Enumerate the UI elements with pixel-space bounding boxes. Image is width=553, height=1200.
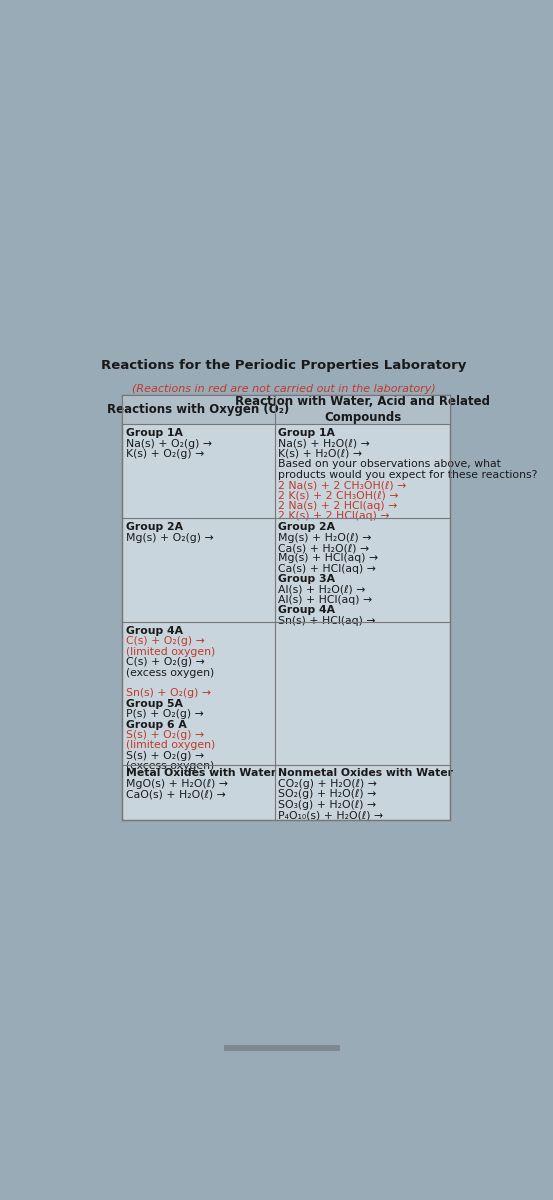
Bar (224, 1045, 341, 1051)
Bar (122, 395, 275, 425)
Text: 2 Na(s) + 2 CH₃OH(ℓ) →: 2 Na(s) + 2 CH₃OH(ℓ) → (279, 480, 407, 490)
Text: Group 4A: Group 4A (126, 626, 182, 636)
Text: K(s) + H₂O(ℓ) →: K(s) + H₂O(ℓ) → (279, 449, 363, 458)
Text: C(s) + O₂(g) →: C(s) + O₂(g) → (126, 636, 205, 647)
Text: Reactions with Oxygen (O₂): Reactions with Oxygen (O₂) (107, 403, 289, 416)
Text: Ca(s) + HCl(aq) →: Ca(s) + HCl(aq) → (279, 564, 377, 574)
Text: CO₂(g) + H₂O(ℓ) →: CO₂(g) + H₂O(ℓ) → (279, 779, 377, 788)
Text: Mg(s) + H₂O(ℓ) →: Mg(s) + H₂O(ℓ) → (279, 533, 372, 542)
Text: Mg(s) + O₂(g) →: Mg(s) + O₂(g) → (126, 533, 213, 542)
Text: (limited oxygen): (limited oxygen) (126, 740, 215, 750)
Text: 2 Na(s) + 2 HCl(aq) →: 2 Na(s) + 2 HCl(aq) → (279, 500, 398, 511)
Text: P₄O₁₀(s) + H₂O(ℓ) →: P₄O₁₀(s) + H₂O(ℓ) → (279, 810, 384, 820)
Text: Mg(s) + HCl(aq) →: Mg(s) + HCl(aq) → (279, 553, 379, 564)
Text: Reactions for the Periodic Properties Laboratory: Reactions for the Periodic Properties La… (101, 359, 466, 372)
Text: Group 2A: Group 2A (126, 522, 182, 533)
Text: Group 4A: Group 4A (279, 606, 336, 616)
Text: Na(s) + H₂O(ℓ) →: Na(s) + H₂O(ℓ) → (279, 438, 371, 449)
Text: Na(s) + O₂(g) →: Na(s) + O₂(g) → (126, 438, 212, 449)
Text: Group 2A: Group 2A (279, 522, 336, 533)
Text: SO₂(g) + H₂O(ℓ) →: SO₂(g) + H₂O(ℓ) → (279, 790, 377, 799)
Bar (275, 395, 451, 425)
Text: Reaction with Water, Acid and Related
Compounds: Reaction with Water, Acid and Related Co… (235, 395, 490, 424)
Text: Based on your observations above, what: Based on your observations above, what (279, 460, 502, 469)
Text: Group 1A: Group 1A (126, 428, 182, 438)
Text: (excess oxygen): (excess oxygen) (126, 761, 214, 772)
Text: S(s) + O₂(g) →: S(s) + O₂(g) → (126, 751, 204, 761)
Text: Sn(s) + HCl(aq) →: Sn(s) + HCl(aq) → (279, 616, 376, 625)
Text: products would you expect for these reactions?: products would you expect for these reac… (279, 469, 538, 480)
Text: Metal Oxides with Water: Metal Oxides with Water (126, 768, 276, 779)
Text: Group 3A: Group 3A (279, 575, 336, 584)
Text: Group 5A: Group 5A (126, 698, 182, 709)
Bar (122, 395, 451, 820)
Text: K(s) + O₂(g) →: K(s) + O₂(g) → (126, 449, 204, 458)
Text: 2 K(s) + 2 HCl(aq) →: 2 K(s) + 2 HCl(aq) → (279, 511, 390, 521)
Text: Al(s) + HCl(aq) →: Al(s) + HCl(aq) → (279, 595, 373, 605)
Text: Nonmetal Oxides with Water: Nonmetal Oxides with Water (279, 768, 453, 779)
Text: (excess oxygen): (excess oxygen) (126, 667, 214, 678)
Text: Sn(s) + O₂(g) →: Sn(s) + O₂(g) → (126, 689, 211, 698)
Text: Ca(s) + H₂O(ℓ) →: Ca(s) + H₂O(ℓ) → (279, 544, 369, 553)
Text: (limited oxygen): (limited oxygen) (126, 647, 215, 656)
Text: (Reactions in red are not carried out in the laboratory): (Reactions in red are not carried out in… (132, 384, 435, 395)
Text: 2 K(s) + 2 CH₃OH(ℓ) →: 2 K(s) + 2 CH₃OH(ℓ) → (279, 491, 399, 500)
Text: S(s) + O₂(g) →: S(s) + O₂(g) → (126, 730, 204, 740)
Text: CaO(s) + H₂O(ℓ) →: CaO(s) + H₂O(ℓ) → (126, 790, 226, 799)
Text: P(s) + O₂(g) →: P(s) + O₂(g) → (126, 709, 204, 719)
Text: Al(s) + H₂O(ℓ) →: Al(s) + H₂O(ℓ) → (279, 584, 366, 595)
Text: SO₃(g) + H₂O(ℓ) →: SO₃(g) + H₂O(ℓ) → (279, 799, 377, 810)
Text: Group 1A: Group 1A (279, 428, 335, 438)
Text: Group 6 A: Group 6 A (126, 720, 186, 730)
Text: C(s) + O₂(g) →: C(s) + O₂(g) → (126, 658, 205, 667)
Text: MgO(s) + H₂O(ℓ) →: MgO(s) + H₂O(ℓ) → (126, 779, 228, 788)
